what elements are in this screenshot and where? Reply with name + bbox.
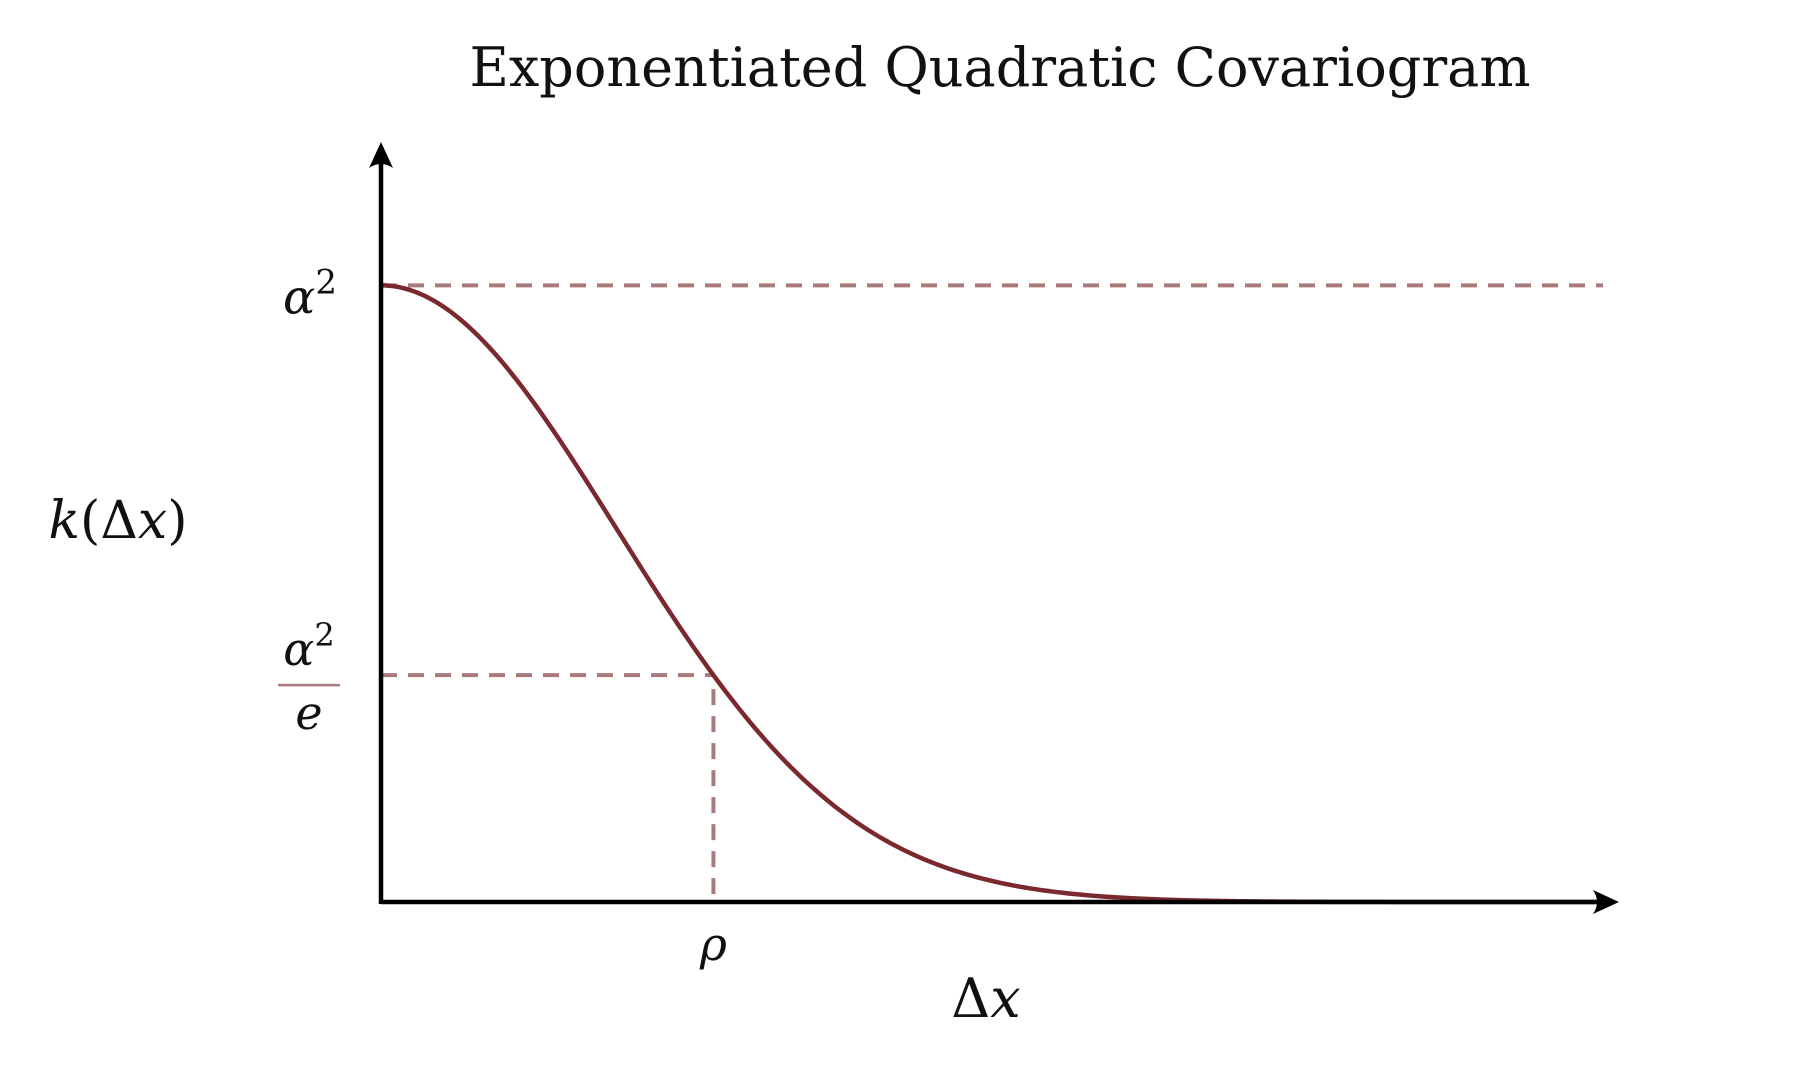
x-axis-variable: x (990, 967, 1020, 1030)
y-axis-open-paren: ( (80, 491, 100, 551)
rho-label: ρ (699, 917, 727, 971)
alpha-symbol: α (283, 269, 315, 325)
fraction-denominator: e (295, 686, 322, 740)
x-axis-delta: Δ (951, 967, 990, 1030)
x-axis-arrow-icon (1593, 890, 1619, 914)
alpha-squared-over-e-label: α2 e (278, 616, 340, 740)
y-axis-arrow-icon (369, 142, 393, 168)
chart-title: Exponentiated Quadratic Covariogram (469, 36, 1530, 99)
y-axis-close-paren: ) (167, 491, 187, 551)
alpha-squared-label: α2 (283, 262, 337, 325)
x-axis-label: Δx (951, 967, 1020, 1030)
fraction-numerator: α2 (283, 616, 334, 676)
y-axis-variable: x (138, 491, 167, 551)
alpha-exponent: 2 (315, 262, 337, 302)
y-axis-function: k (49, 491, 81, 551)
guide-lines (381, 283, 1603, 902)
fraction-exponent: 2 (314, 616, 334, 654)
axes (369, 142, 1619, 914)
y-axis-label: k(Δx) (49, 491, 188, 551)
covariance-curve (380, 283, 1611, 905)
fraction-alpha: α (283, 622, 314, 676)
y-axis-delta: Δ (100, 491, 138, 551)
